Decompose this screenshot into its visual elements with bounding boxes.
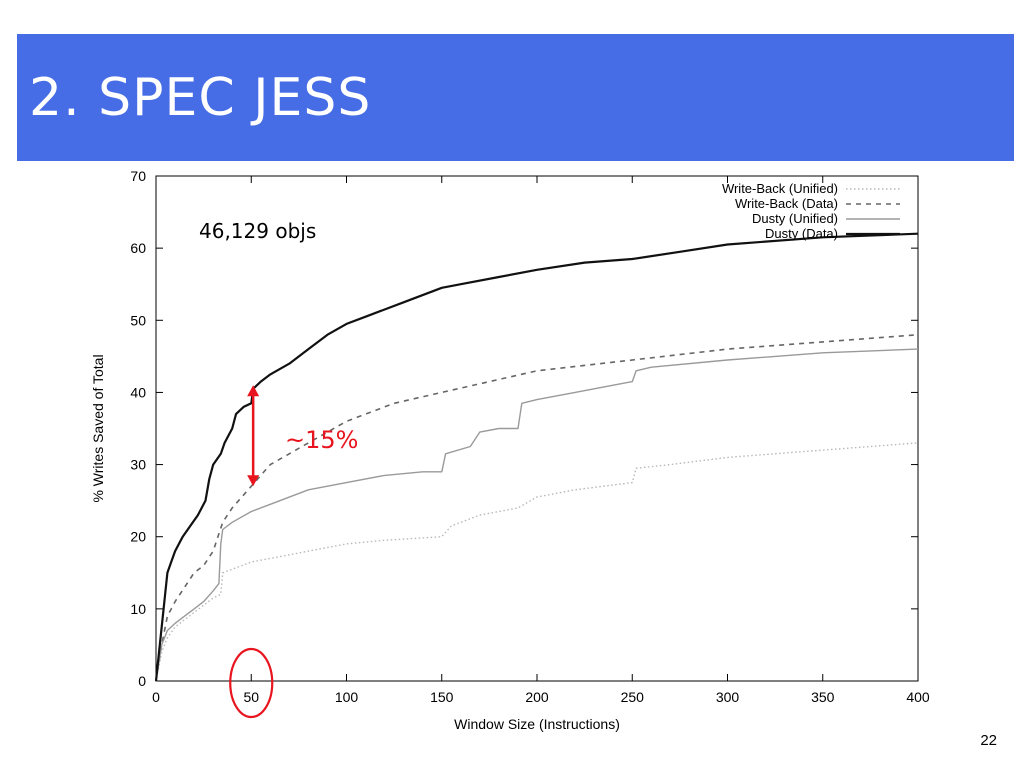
page-number: 22 [980, 732, 997, 749]
gap-arrow-head-down [247, 475, 260, 487]
highlight-circle [229, 647, 274, 719]
x-tick-label: 50 [243, 689, 259, 705]
series-line-0 [155, 442, 919, 682]
y-axis-label: % Writes Saved of Total [90, 354, 106, 502]
y-tick-label: 10 [130, 601, 146, 617]
x-tick-label: 100 [335, 689, 359, 705]
y-tick-label: 0 [138, 673, 146, 689]
x-tick-label: 150 [430, 689, 454, 705]
gap-arrow-head-up [247, 385, 260, 397]
series-line-2 [155, 348, 919, 682]
legend-entry-label: Dusty (Data) [765, 226, 838, 241]
y-tick-label: 70 [130, 168, 146, 184]
plot-frame [155, 175, 919, 682]
x-tick-label: 400 [906, 689, 930, 705]
y-tick-label: 20 [130, 529, 146, 545]
x-tick-label: 0 [152, 689, 160, 705]
x-tick-label: 300 [716, 689, 740, 705]
object-count-note: 46,129 objs [199, 219, 316, 243]
title-bar: 2. SPEC JESS [17, 34, 1014, 161]
y-tick-label: 30 [130, 457, 146, 473]
legend-entry-label: Write-Back (Data) [735, 196, 838, 211]
slide-title: 2. SPEC JESS [29, 68, 372, 128]
series-line-3 [154, 232, 919, 682]
y-tick-label: 40 [130, 384, 146, 400]
series-line-1 [155, 333, 919, 682]
x-tick-label: 200 [525, 689, 549, 705]
gap-percent-label: ~15% [285, 426, 358, 454]
legend-entry-label: Write-Back (Unified) [722, 181, 838, 196]
x-axis-label: Window Size (Instructions) [454, 716, 620, 732]
y-tick-label: 60 [130, 240, 146, 256]
legend-entry-label: Dusty (Unified) [752, 211, 838, 226]
x-tick-label: 350 [811, 689, 835, 705]
x-tick-label: 250 [621, 689, 645, 705]
y-tick-label: 50 [130, 312, 146, 328]
